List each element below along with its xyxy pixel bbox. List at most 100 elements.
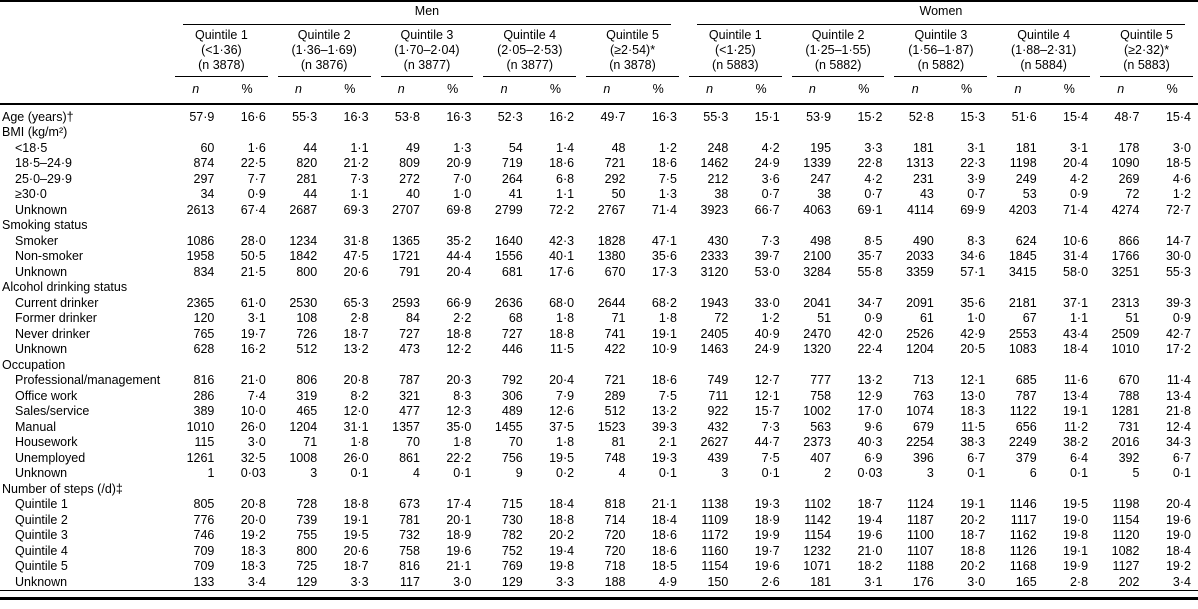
cell-pct: 19·2 bbox=[1165, 559, 1191, 574]
cell-pct: 12·7 bbox=[754, 373, 780, 388]
cell-n: 820 bbox=[296, 156, 318, 171]
cell-n: 791 bbox=[399, 264, 420, 279]
cell-n: 247 bbox=[810, 171, 832, 186]
cell-n bbox=[889, 218, 940, 234]
cell-n: 61 bbox=[919, 311, 934, 326]
cell-n: 321 bbox=[399, 388, 420, 403]
cell-n: 720 bbox=[604, 543, 626, 558]
stub-cell bbox=[0, 1, 170, 25]
cell-n: 2526 bbox=[906, 326, 934, 341]
cell-n: 2100 bbox=[803, 249, 832, 264]
cell-n bbox=[273, 358, 324, 374]
table-row: Former drinker 120 3·1 108 2·8 84 2·2 68 1·8 71 1·… bbox=[0, 311, 1198, 327]
cell-pct: 7·0 bbox=[453, 171, 472, 186]
cell-n: 1845 bbox=[1008, 249, 1037, 264]
cell-pct bbox=[838, 125, 889, 141]
cell-n: 202 bbox=[1118, 574, 1140, 589]
cell-pct: 15·2 bbox=[857, 109, 883, 124]
cell-n: 1083 bbox=[1008, 342, 1037, 357]
cell-pct: 24·9 bbox=[754, 342, 780, 357]
cell-pct: 12·4 bbox=[1165, 419, 1191, 434]
cell-n: 1 bbox=[207, 466, 215, 481]
cell-n: 306 bbox=[501, 388, 523, 403]
cell-n: 1188 bbox=[906, 559, 934, 574]
cell-pct: 19·1 bbox=[651, 326, 677, 341]
section-label: Number of steps (/d)‡ bbox=[2, 481, 123, 496]
cell-pct: 0·03 bbox=[857, 466, 883, 481]
cell-n: 788 bbox=[1118, 388, 1140, 403]
cell-pct: 17·4 bbox=[446, 497, 472, 512]
cell-n: 55·3 bbox=[703, 109, 729, 124]
cell-n: 212 bbox=[707, 171, 729, 186]
cell-n: 748 bbox=[604, 450, 626, 465]
cell-pct: 72·2 bbox=[549, 202, 575, 217]
quintile-header-women-4: Quintile 4 (1·88–2·31) (n 5884) bbox=[992, 25, 1095, 77]
cell-n: 50 bbox=[611, 187, 626, 202]
cell-pct: 7·3 bbox=[761, 419, 780, 434]
quintile-header-men-1: Quintile 1 (<1·36) (n 3878) bbox=[170, 25, 273, 77]
row-label: Unknown bbox=[15, 466, 68, 481]
cell-n: 727 bbox=[501, 326, 523, 341]
cell-n: 60 bbox=[200, 140, 215, 155]
table-row: Current drinker 2365 61·0 2530 65·3 2593 66·9 2… bbox=[0, 296, 1198, 312]
cell-pct: 19·3 bbox=[651, 450, 677, 465]
cell-n: 2365 bbox=[186, 295, 215, 310]
cell-n: 71 bbox=[611, 311, 626, 326]
cell-pct bbox=[221, 125, 272, 141]
cell-pct: 3·0 bbox=[247, 435, 266, 450]
cell-pct: 15·3 bbox=[960, 109, 986, 124]
cell-n: 51 bbox=[817, 311, 832, 326]
cell-pct: 19·1 bbox=[343, 512, 369, 527]
cell-n: 628 bbox=[193, 342, 215, 357]
cell-n: 407 bbox=[810, 450, 832, 465]
cell-pct: 68·0 bbox=[549, 295, 575, 310]
cell-pct: 18·8 bbox=[446, 326, 472, 341]
cell-pct: 12·1 bbox=[754, 388, 780, 403]
cell-n: 1357 bbox=[392, 419, 420, 434]
col-header-pct: % bbox=[221, 76, 273, 105]
section-header-row: BMI (kg/m²) bbox=[0, 125, 1198, 141]
cell-pct bbox=[427, 125, 478, 141]
cell-n: 721 bbox=[604, 373, 626, 388]
cell-pct: 40·1 bbox=[549, 249, 575, 264]
quintile-range: (1·88–2·31) bbox=[1010, 42, 1077, 57]
cell-n: 781 bbox=[399, 512, 420, 527]
cell-pct: 12·0 bbox=[343, 404, 369, 419]
cell-n bbox=[170, 218, 221, 234]
section-label: Occupation bbox=[2, 357, 66, 372]
cell-pct: 1·8 bbox=[453, 435, 472, 450]
cell-pct: 18·3 bbox=[960, 404, 986, 419]
table-row: Manual 1010 26·0 1204 31·1 1357 35·0 1455 37·5 15… bbox=[0, 420, 1198, 436]
section-header-row: Number of steps (/d)‡ bbox=[0, 482, 1198, 498]
cell-pct: 40·9 bbox=[754, 326, 780, 341]
cell-n: 818 bbox=[604, 497, 626, 512]
cell-pct bbox=[530, 358, 581, 374]
cell-n bbox=[684, 218, 735, 234]
cell-pct: 58·0 bbox=[1063, 264, 1089, 279]
cell-pct: 1·1 bbox=[350, 140, 369, 155]
cell-pct bbox=[735, 482, 786, 498]
quintile-title: Quintile 2 bbox=[297, 28, 351, 42]
cell-pct: 19·0 bbox=[1063, 512, 1089, 527]
cell-pct: 21·8 bbox=[1165, 404, 1191, 419]
cell-pct: 0·1 bbox=[761, 466, 780, 481]
cell-pct bbox=[1146, 125, 1198, 141]
cell-n: 389 bbox=[193, 404, 215, 419]
cell-n: 490 bbox=[913, 233, 934, 248]
cell-pct: 7·5 bbox=[658, 171, 677, 186]
cell-pct bbox=[324, 218, 375, 234]
cell-pct bbox=[530, 482, 581, 498]
cell-pct: 7·3 bbox=[350, 171, 369, 186]
cell-pct bbox=[633, 482, 684, 498]
cell-n: 120 bbox=[193, 311, 215, 326]
cell-pct: 28·0 bbox=[240, 233, 266, 248]
quintile-header-women-1: Quintile 1 (<1·25) (n 5883) bbox=[684, 25, 787, 77]
cell-n: 1168 bbox=[1009, 559, 1037, 574]
cell-pct: 1·1 bbox=[1069, 311, 1089, 326]
cell-n: 922 bbox=[707, 404, 729, 419]
cell-pct: 47·1 bbox=[651, 233, 677, 248]
cell-pct: 19·5 bbox=[343, 528, 369, 543]
cell-pct: 61·0 bbox=[240, 295, 266, 310]
table-row: Office work 286 7·4 319 8·2 321 8·3 306 7·9 289 7·… bbox=[0, 389, 1198, 405]
